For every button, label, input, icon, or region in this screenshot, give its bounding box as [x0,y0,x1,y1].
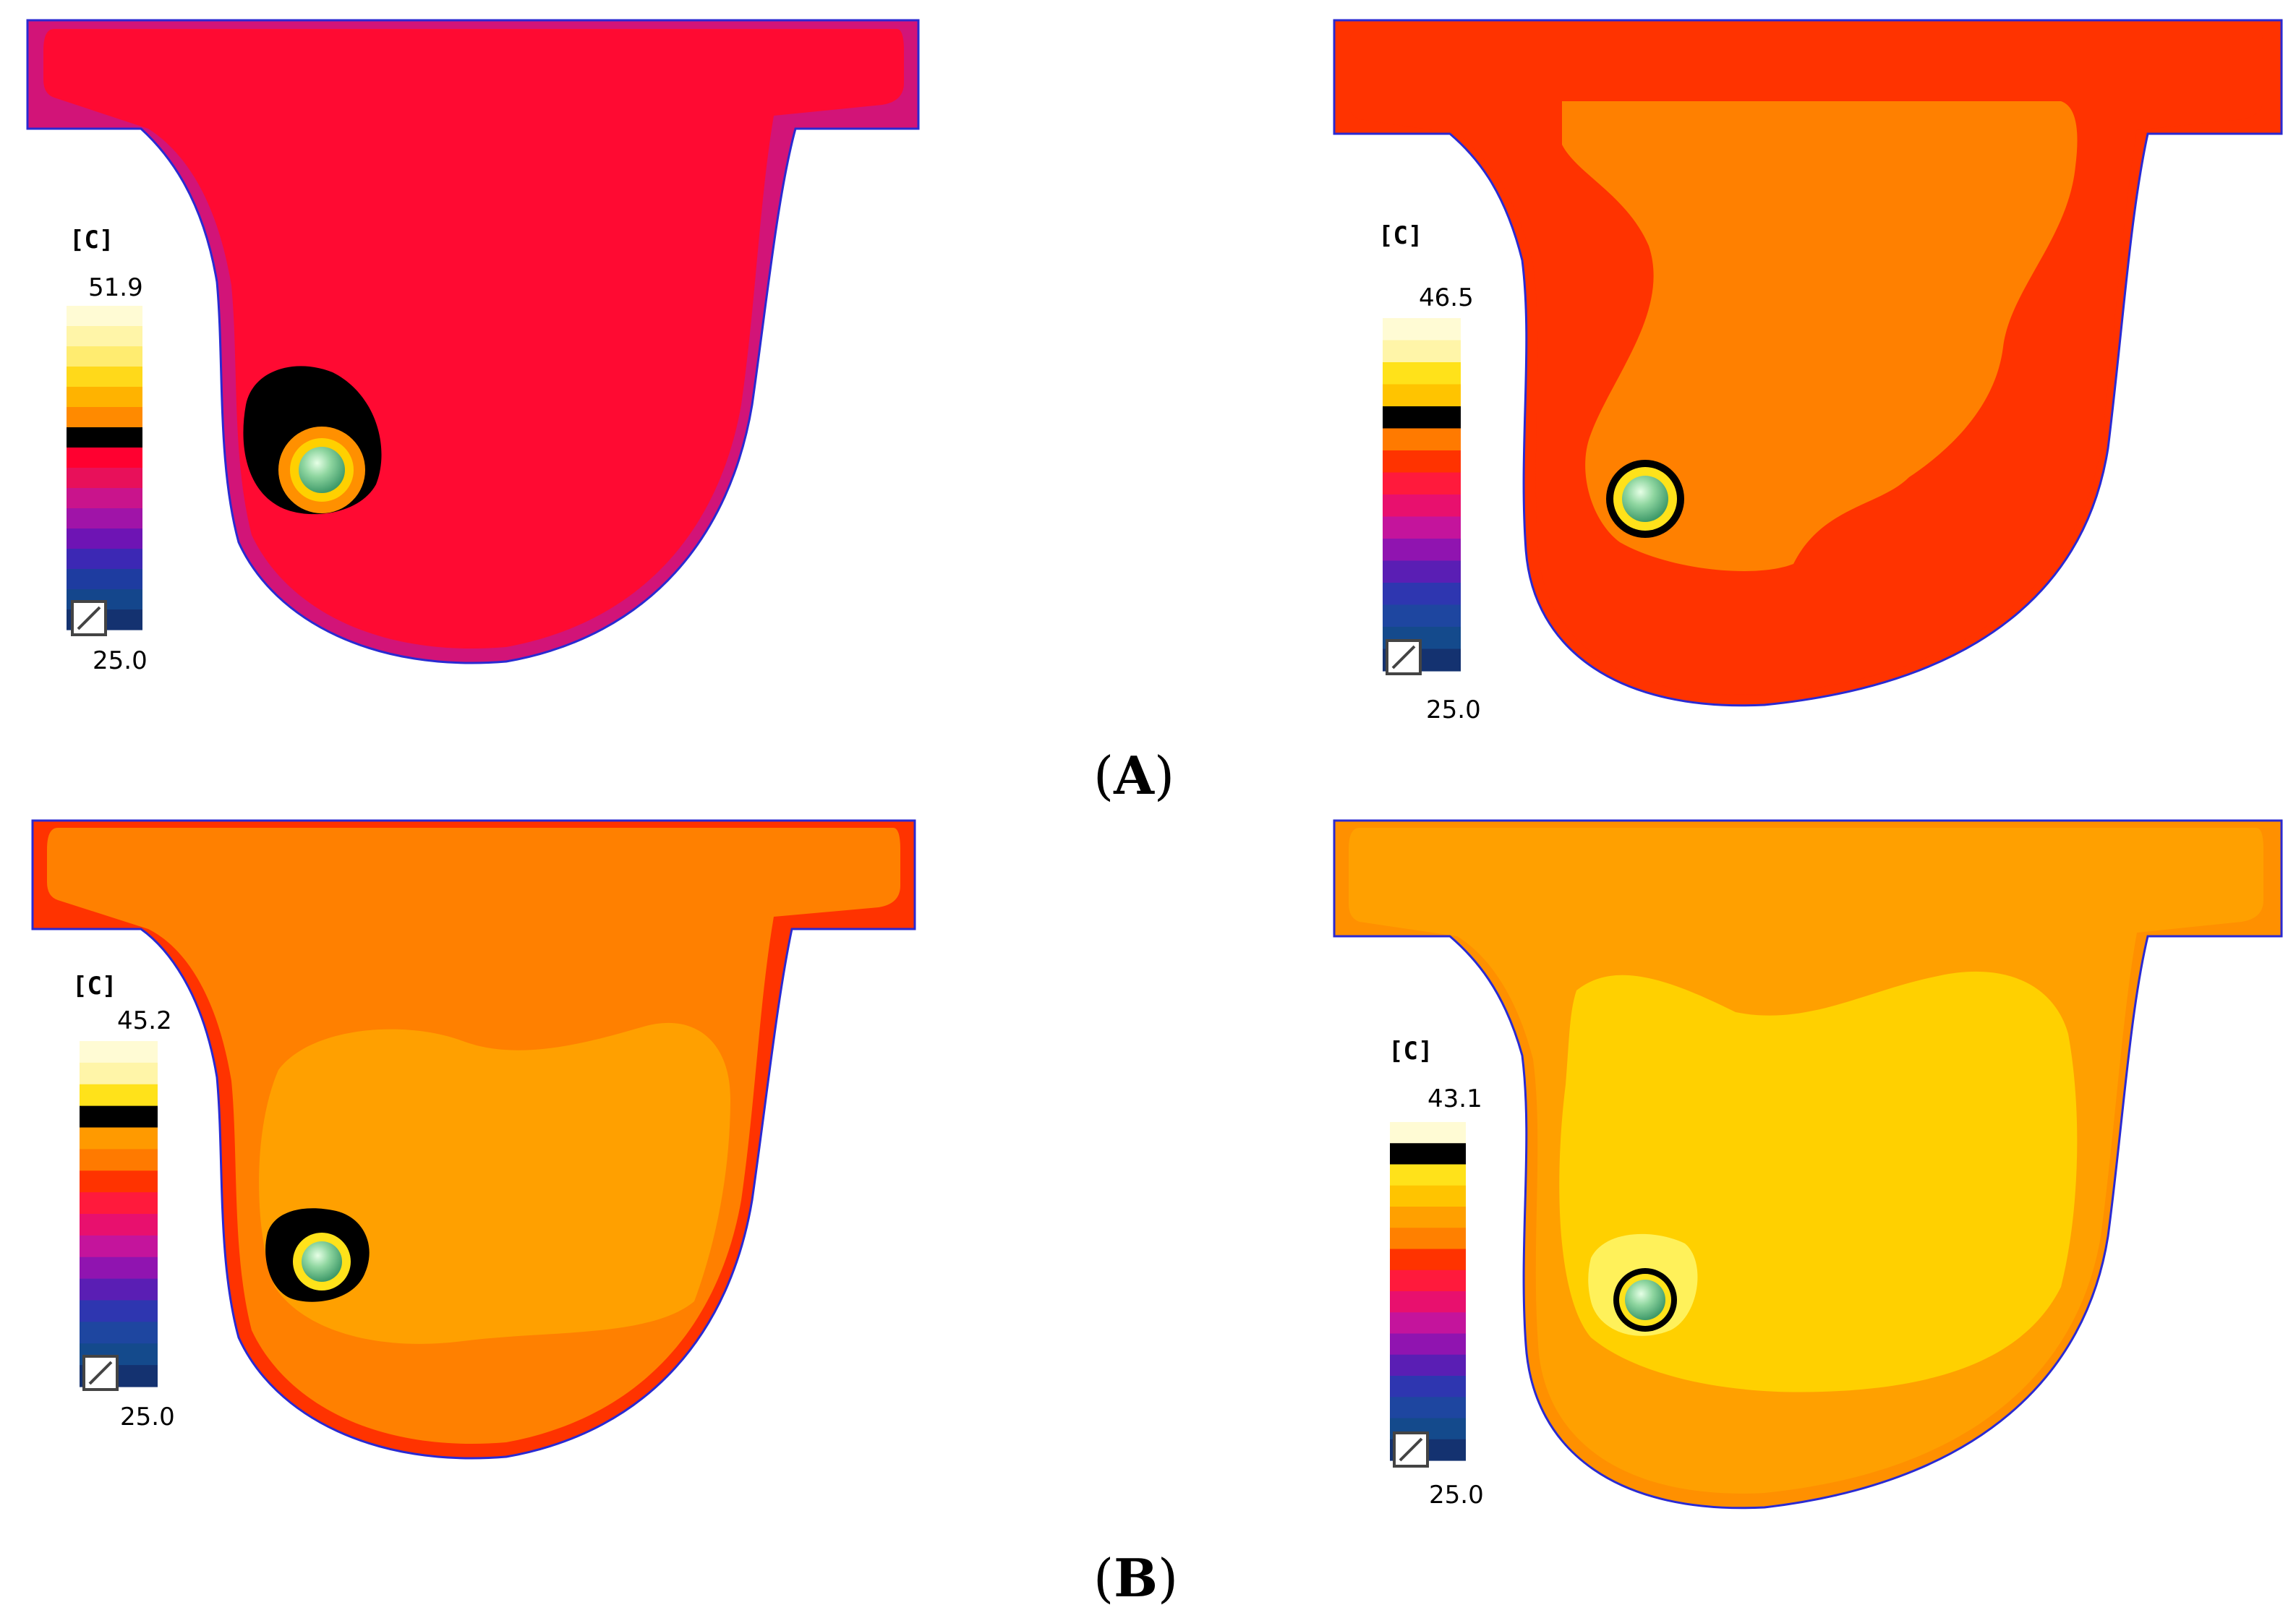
colorbar-min: 25.0 [1429,1481,1484,1510]
colorbar-swatch [1383,516,1461,539]
scale-reset-icon [71,600,107,636]
colorbar-swatch [67,508,142,529]
scale-reset-icon [1386,639,1422,675]
colorbar-swatch [67,549,142,570]
colorbar-swatch [67,306,142,327]
breast-model-body [43,29,904,649]
colorbar-swatch [67,326,142,347]
panel-label-b: (B) [1093,1547,1179,1609]
colorbar-swatch [80,1235,158,1258]
tumor-sphere [1622,476,1668,522]
colorbar-swatch [1390,1333,1466,1356]
colorbar-swatch [1390,1122,1466,1144]
colorbar-swatch [80,1300,158,1322]
colorbar-min: 25.0 [1426,695,1481,724]
colorbar [1390,1122,1466,1461]
colorbar-swatch [80,1041,158,1063]
panel-a-right [1333,19,2283,707]
colorbar-swatch [80,1127,158,1150]
panel-letter: B [1114,1547,1158,1609]
colorbar-swatch [80,1170,158,1193]
colorbar-max: 45.2 [117,1006,172,1035]
colorbar-swatch [67,468,142,489]
scale-reset-icon [82,1355,119,1391]
colorbar-swatch [1383,384,1461,407]
colorbar [67,306,142,630]
colorbar-swatch [80,1278,158,1301]
colorbar-swatch [1390,1207,1466,1228]
colorbar-swatch [1383,450,1461,474]
colorbar-swatch [1383,495,1461,518]
colorbar-swatch [67,387,142,408]
unit-label: [C] [1378,221,1423,250]
tumor-sphere [1625,1280,1665,1320]
colorbar-swatch [1383,406,1461,429]
colorbar-swatch [1383,583,1461,606]
colorbar-swatch [1383,560,1461,583]
colorbar-swatch [1390,1249,1466,1271]
colorbar-swatch [1390,1354,1466,1377]
colorbar-swatch [1383,604,1461,628]
unit-label: [C] [1388,1037,1433,1066]
colorbar-swatch [67,448,142,468]
colorbar-swatch [1390,1143,1466,1165]
colorbar [80,1041,158,1387]
colorbar-swatch [67,569,142,590]
colorbar-swatch [1383,472,1461,495]
colorbar-swatch [1383,340,1461,363]
colorbar-swatch [1390,1228,1466,1250]
scale-reset-icon [1393,1431,1429,1468]
colorbar-swatch [67,346,142,367]
colorbar-swatch [80,1192,158,1215]
tumor-sphere [299,447,345,493]
colorbar-swatch [67,528,142,549]
colorbar-swatch [80,1149,158,1171]
unit-label: [C] [69,226,114,254]
unit-label: [C] [72,972,117,1001]
colorbar-swatch [1383,362,1461,385]
colorbar-max: 46.5 [1419,283,1474,312]
panel-label-a: (A) [1093,745,1175,806]
colorbar-swatch [67,427,142,448]
colorbar-min: 25.0 [120,1403,175,1431]
tumor-sphere [302,1241,342,1282]
colorbar-swatch [67,407,142,428]
colorbar-swatch [67,488,142,509]
colorbar-swatch [67,367,142,388]
panel-a-left [26,19,920,664]
colorbar-swatch [80,1322,158,1344]
panel-b-right [1333,819,2283,1510]
colorbar-swatch [80,1105,158,1129]
colorbar-min: 25.0 [93,646,148,675]
colorbar-swatch [1383,318,1461,341]
colorbar-swatch [1390,1270,1466,1292]
colorbar-max: 43.1 [1427,1084,1482,1113]
colorbar-swatch [80,1062,158,1085]
colorbar-swatch [1390,1397,1466,1419]
inner-warm-region [1562,101,2078,571]
panel-letter: A [1114,745,1154,806]
colorbar [1383,318,1461,672]
inner-warm-region [259,1022,731,1344]
colorbar-swatch [80,1257,158,1280]
colorbar-swatch [1383,428,1461,451]
colorbar-swatch [1390,1185,1466,1207]
colorbar-swatch [80,1084,158,1107]
colorbar-swatch [1390,1291,1466,1313]
colorbar-swatch [1390,1376,1466,1397]
colorbar-swatch [1390,1164,1466,1186]
colorbar-swatch [80,1214,158,1236]
colorbar-swatch [1390,1312,1466,1335]
panel-b-left [31,819,916,1460]
colorbar-max: 51.9 [88,273,143,302]
colorbar-swatch [1383,539,1461,562]
